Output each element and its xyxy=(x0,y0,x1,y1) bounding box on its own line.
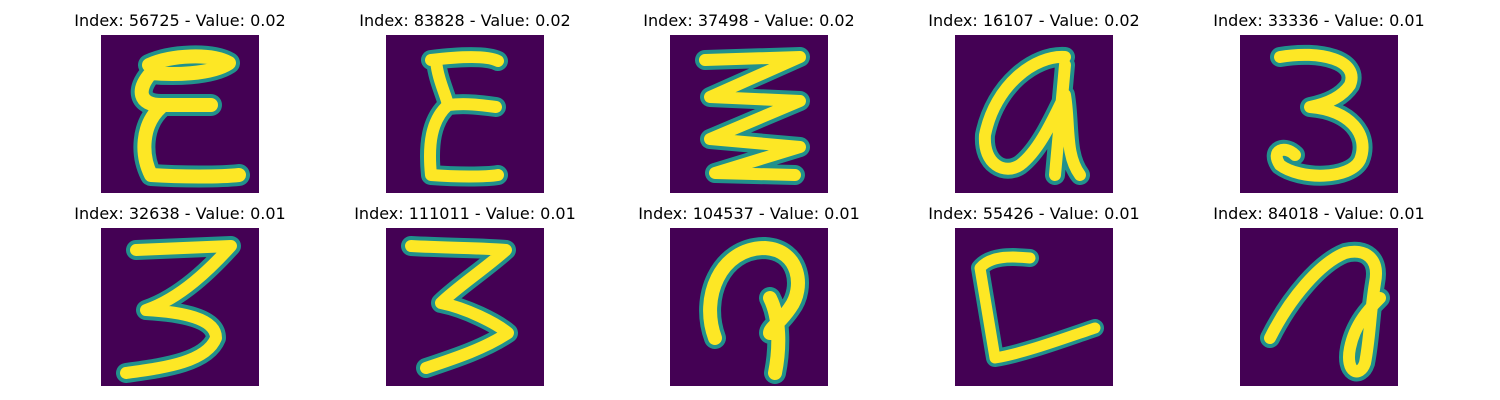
panel-title: Index: 56725 - Value: 0.02 xyxy=(74,11,286,30)
panel-title: Index: 37498 - Value: 0.02 xyxy=(643,11,855,30)
panel-2: Index: 83828 - Value: 0.02 xyxy=(335,0,595,193)
panel-title: Index: 104537 - Value: 0.01 xyxy=(638,204,860,223)
panel-title: Index: 55426 - Value: 0.01 xyxy=(928,204,1140,223)
digit-image xyxy=(386,228,544,386)
panel-title: Index: 33336 - Value: 0.01 xyxy=(1213,11,1425,30)
panel-title: Index: 111011 - Value: 0.01 xyxy=(354,204,576,223)
panel-4: Index: 16107 - Value: 0.02 xyxy=(904,0,1164,193)
panel-3: Index: 37498 - Value: 0.02 xyxy=(619,0,879,193)
panel-10: Index: 84018 - Value: 0.01 xyxy=(1189,193,1449,386)
digit-image xyxy=(670,35,828,193)
digit-image xyxy=(670,228,828,386)
digit-image xyxy=(955,35,1113,193)
panel-9: Index: 55426 - Value: 0.01 xyxy=(904,193,1164,386)
digit-image xyxy=(101,228,259,386)
panel-7: Index: 111011 - Value: 0.01 xyxy=(335,193,595,386)
digit-image xyxy=(1240,35,1398,193)
panel-6: Index: 32638 - Value: 0.01 xyxy=(50,193,310,386)
panel-1: Index: 56725 - Value: 0.02 xyxy=(50,0,310,193)
panel-title: Index: 84018 - Value: 0.01 xyxy=(1213,204,1425,223)
panel-title: Index: 16107 - Value: 0.02 xyxy=(928,11,1140,30)
digit-image xyxy=(955,228,1113,386)
digit-image xyxy=(1240,228,1398,386)
panel-title: Index: 32638 - Value: 0.01 xyxy=(74,204,286,223)
panel-5: Index: 33336 - Value: 0.01 xyxy=(1189,0,1449,193)
digit-image xyxy=(101,35,259,193)
panel-8: Index: 104537 - Value: 0.01 xyxy=(619,193,879,386)
digit-image xyxy=(386,35,544,193)
panel-title: Index: 83828 - Value: 0.02 xyxy=(359,11,571,30)
